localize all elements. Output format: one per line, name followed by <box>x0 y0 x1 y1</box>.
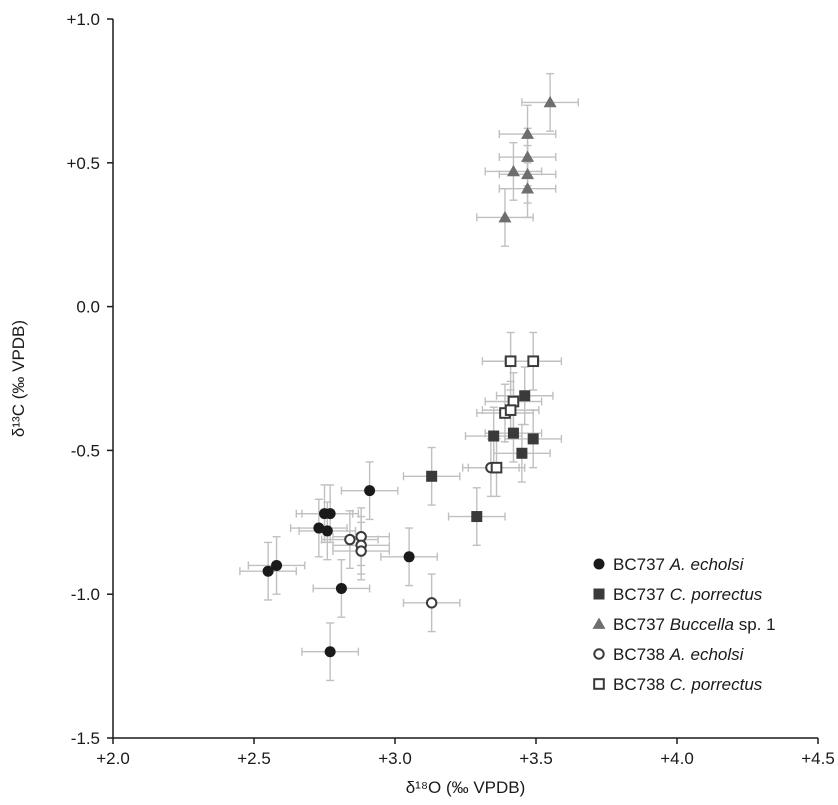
data-point <box>507 427 519 439</box>
data-point <box>344 533 356 546</box>
legend-label: BC738 C. porrectus <box>613 675 763 694</box>
data-point <box>506 164 520 177</box>
series-group <box>490 355 539 474</box>
data-point <box>521 167 535 180</box>
legend-marker <box>593 678 605 690</box>
data-point <box>488 430 500 442</box>
data-point <box>516 447 528 459</box>
x-tick-label: +2.5 <box>237 749 271 768</box>
series-group <box>262 485 415 658</box>
series-group <box>498 95 557 223</box>
data-point <box>519 390 531 402</box>
data-point <box>271 559 283 571</box>
y-tick-label: 0.0 <box>76 298 100 317</box>
series-group <box>344 461 497 609</box>
data-point <box>521 127 535 139</box>
y-tick-label: +1.0 <box>66 10 100 29</box>
legend-item: BC737 C. porrectus <box>593 585 763 604</box>
x-tick-label: +4.5 <box>801 749 835 768</box>
data-point <box>504 404 517 416</box>
data-point <box>490 461 503 474</box>
legend-marker <box>593 648 605 660</box>
x-axis-ticks: +2.0 +2.5 +3.0 +3.5 +4.0 +4.5 <box>96 738 835 768</box>
y-tick-label: -0.5 <box>71 441 100 460</box>
x-tick-label: +3.5 <box>519 749 553 768</box>
y-tick-label: -1.5 <box>71 729 100 748</box>
data-point <box>321 525 333 537</box>
data-point <box>471 511 483 523</box>
data-point <box>498 210 512 223</box>
data-point <box>425 597 438 609</box>
legend-item: BC738 C. porrectus <box>593 675 763 694</box>
legend-label: BC737 A. echolsi <box>613 555 745 574</box>
data-point <box>324 508 336 520</box>
legend-label: BC738 A. echolsi <box>613 645 745 664</box>
data-point <box>335 582 347 594</box>
data-point <box>324 646 336 658</box>
legend-label: BC737 Buccella sp. 1 <box>613 615 776 634</box>
axes: +2.0 +2.5 +3.0 +3.5 +4.0 +4.5 -1.5 -1.0 -0.5 0.0… <box>9 10 835 797</box>
legend: BC737 A. echolsi BC737 C. porrectus BC737 … <box>592 555 776 694</box>
legend-label: BC737 C. porrectus <box>613 585 763 604</box>
data-point <box>262 565 274 577</box>
data-point <box>504 355 517 368</box>
y-tick-label: -1.0 <box>71 585 100 604</box>
x-tick-label: +4.0 <box>660 749 694 768</box>
x-axis-label: δ¹⁸O (‰ VPDB) <box>406 778 526 797</box>
legend-marker <box>592 617 606 629</box>
data-points-layer <box>262 95 557 658</box>
data-point <box>521 182 535 194</box>
series-group <box>426 390 539 523</box>
error-bars-layer <box>239 72 579 682</box>
x-tick-label: +3.0 <box>378 749 412 768</box>
data-point <box>364 485 376 497</box>
data-point <box>521 150 535 162</box>
legend-item: BC737 A. echolsi <box>593 555 745 574</box>
y-axis-ticks: -1.5 -1.0 -0.5 0.0 +0.5 +1.0 <box>66 10 113 748</box>
legend-item: BC737 Buccella sp. 1 <box>592 615 776 634</box>
legend-marker <box>593 558 605 570</box>
data-point <box>313 522 325 534</box>
data-point <box>527 433 539 445</box>
data-point <box>543 95 557 108</box>
y-axis-label: δ¹³C (‰ VPDB) <box>9 320 28 437</box>
legend-item: BC738 A. echolsi <box>593 645 745 664</box>
data-point <box>527 355 539 368</box>
data-point <box>355 545 367 557</box>
legend-marker <box>593 588 605 600</box>
y-tick-label: +0.5 <box>66 154 100 173</box>
data-point <box>403 551 415 563</box>
data-point <box>426 470 438 482</box>
x-tick-label: +2.0 <box>96 749 130 768</box>
